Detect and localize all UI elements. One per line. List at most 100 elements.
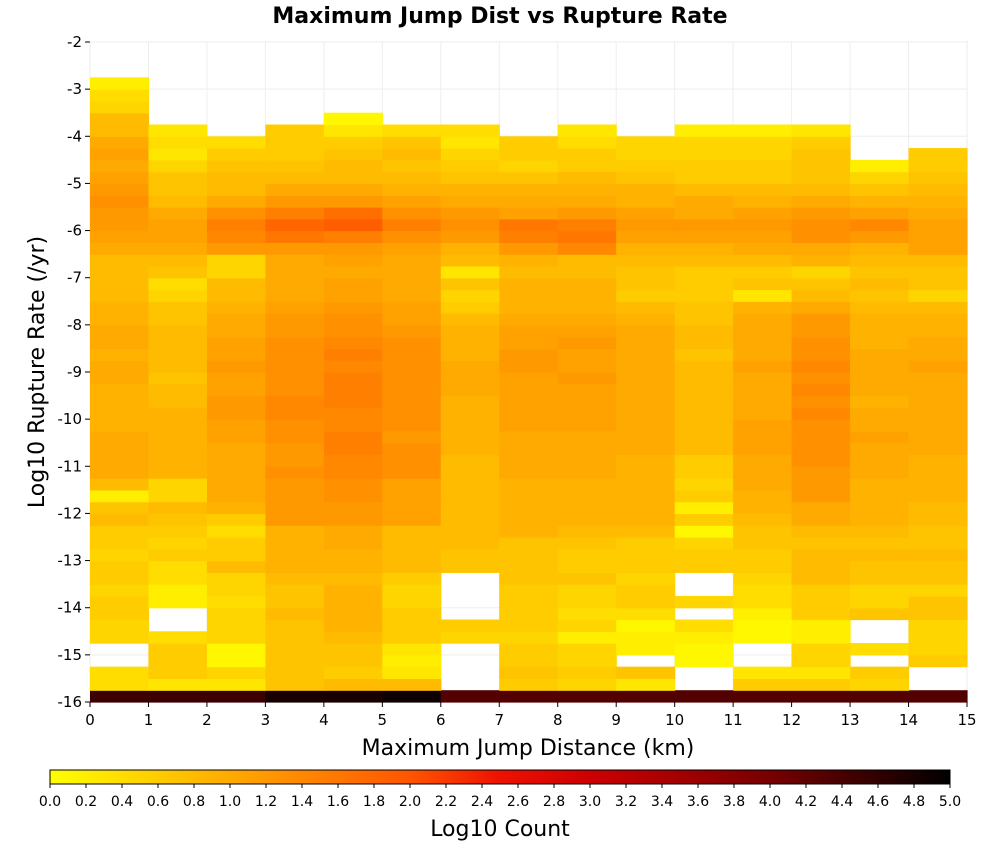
x-tick-label: 8: [553, 711, 563, 729]
heatmap-cell: [206, 207, 266, 220]
heatmap-cell: [265, 489, 325, 503]
heatmap-cell: [908, 619, 968, 632]
heatmap-cell: [148, 230, 208, 243]
heatmap-cell: [850, 360, 910, 373]
heatmap-cell: [440, 489, 500, 503]
heatmap-cell: [791, 442, 851, 456]
heatmap-cell: [791, 548, 851, 562]
heatmap-cell: [733, 513, 793, 526]
heatmap-cell: [557, 442, 617, 456]
heatmap-cell: [148, 560, 208, 573]
heatmap-cell: [557, 171, 617, 185]
heatmap-cell: [265, 654, 325, 668]
heatmap-cell: [323, 360, 383, 373]
heatmap-cell: [616, 242, 676, 255]
heatmap-cell: [206, 489, 266, 503]
heatmap-cell: [206, 277, 266, 291]
heatmap-cell: [323, 112, 383, 126]
heatmap-cell: [323, 643, 383, 656]
heatmap-cell: [791, 148, 851, 161]
heatmap-cell: [440, 454, 500, 467]
heatmap-cell: [382, 442, 442, 456]
heatmap-cell: [499, 643, 559, 656]
heatmap-cell: [323, 478, 383, 491]
heatmap-cell: [908, 313, 968, 326]
colorbar-tick-label: 4.0: [759, 794, 781, 810]
heatmap-cell: [791, 360, 851, 373]
heatmap-cell: [674, 395, 734, 408]
heatmap-cell: [499, 678, 559, 691]
heatmap-cell: [557, 242, 617, 255]
heatmap-cell: [850, 572, 910, 585]
heatmap-cell: [557, 195, 617, 208]
heatmap-cell: [90, 289, 150, 302]
heatmap-cell: [440, 313, 500, 326]
heatmap-cell: [90, 207, 150, 220]
heatmap-cell: [265, 619, 325, 632]
heatmap-cell: [616, 690, 676, 703]
y-axis-ticks: -2 -3 -4 -5 -6 -7 -8 -9 -10 -11 -12 -13 -14 -15 -16: [58, 33, 90, 711]
heatmap-cell: [90, 678, 150, 691]
heatmap-cell: [499, 372, 559, 385]
y-tick-label: -7: [67, 269, 82, 287]
heatmap-cell: [265, 584, 325, 597]
heatmap-cell: [908, 654, 968, 668]
heatmap-cell: [323, 442, 383, 456]
heatmap-cell: [499, 336, 559, 350]
heatmap-cell: [908, 360, 968, 373]
heatmap-cell: [557, 548, 617, 562]
heatmap-cell: [440, 171, 500, 185]
heatmap-cell: [90, 607, 150, 621]
heatmap-cell: [90, 230, 150, 243]
heatmap-cell: [674, 513, 734, 526]
heatmap-cell: [850, 595, 910, 609]
x-tick-label: 2: [202, 711, 212, 729]
heatmap-cell: [206, 136, 266, 149]
heatmap-cell: [674, 324, 734, 338]
heatmap-cell: [148, 171, 208, 185]
heatmap-cell: [206, 372, 266, 385]
heatmap-cell: [382, 537, 442, 550]
heatmap-cell: [616, 584, 676, 597]
heatmap-cell: [674, 430, 734, 444]
y-tick-label: -4: [67, 127, 82, 145]
heatmap-cell: [148, 301, 208, 314]
heatmap-cell: [90, 419, 150, 432]
heatmap-cell: [791, 324, 851, 338]
heatmap-cell: [850, 666, 910, 680]
heatmap-cell: [265, 643, 325, 656]
colorbar-tick-label: 4.6: [867, 794, 889, 810]
heatmap-cell: [382, 171, 442, 185]
heatmap-cell: [323, 489, 383, 503]
heatmap-cell: [616, 171, 676, 185]
heatmap-cell: [733, 159, 793, 173]
heatmap-cell: [733, 466, 793, 479]
heatmap-cell: [616, 430, 676, 444]
heatmap-cell: [733, 148, 793, 161]
heatmap-cell: [908, 489, 968, 503]
heatmap-cell: [90, 313, 150, 326]
heatmap-cell: [908, 513, 968, 526]
heatmap-cell: [265, 513, 325, 526]
heatmap-cell: [674, 301, 734, 314]
heatmap-cell: [674, 501, 734, 515]
heatmap-cell: [557, 336, 617, 350]
heatmap-cell: [674, 277, 734, 291]
colorbar-tick-label: 3.6: [687, 794, 709, 810]
heatmap-cell: [908, 171, 968, 185]
heatmap-cell: [440, 218, 500, 232]
heatmap-cell: [908, 525, 968, 538]
heatmap-cell: [908, 631, 968, 644]
heatmap-cell: [674, 289, 734, 302]
x-tick-label: 10: [665, 711, 684, 729]
heatmap-cell: [616, 313, 676, 326]
heatmap-cell: [206, 336, 266, 350]
colorbar-tick-label: 1.8: [363, 794, 385, 810]
heatmap-cell: [265, 336, 325, 350]
heatmap-cell: [557, 159, 617, 173]
y-tick-label: -13: [58, 552, 83, 570]
heatmap-cell: [382, 548, 442, 562]
heatmap-cell: [616, 525, 676, 538]
heatmap-cell: [440, 336, 500, 350]
heatmap-cell: [791, 501, 851, 515]
